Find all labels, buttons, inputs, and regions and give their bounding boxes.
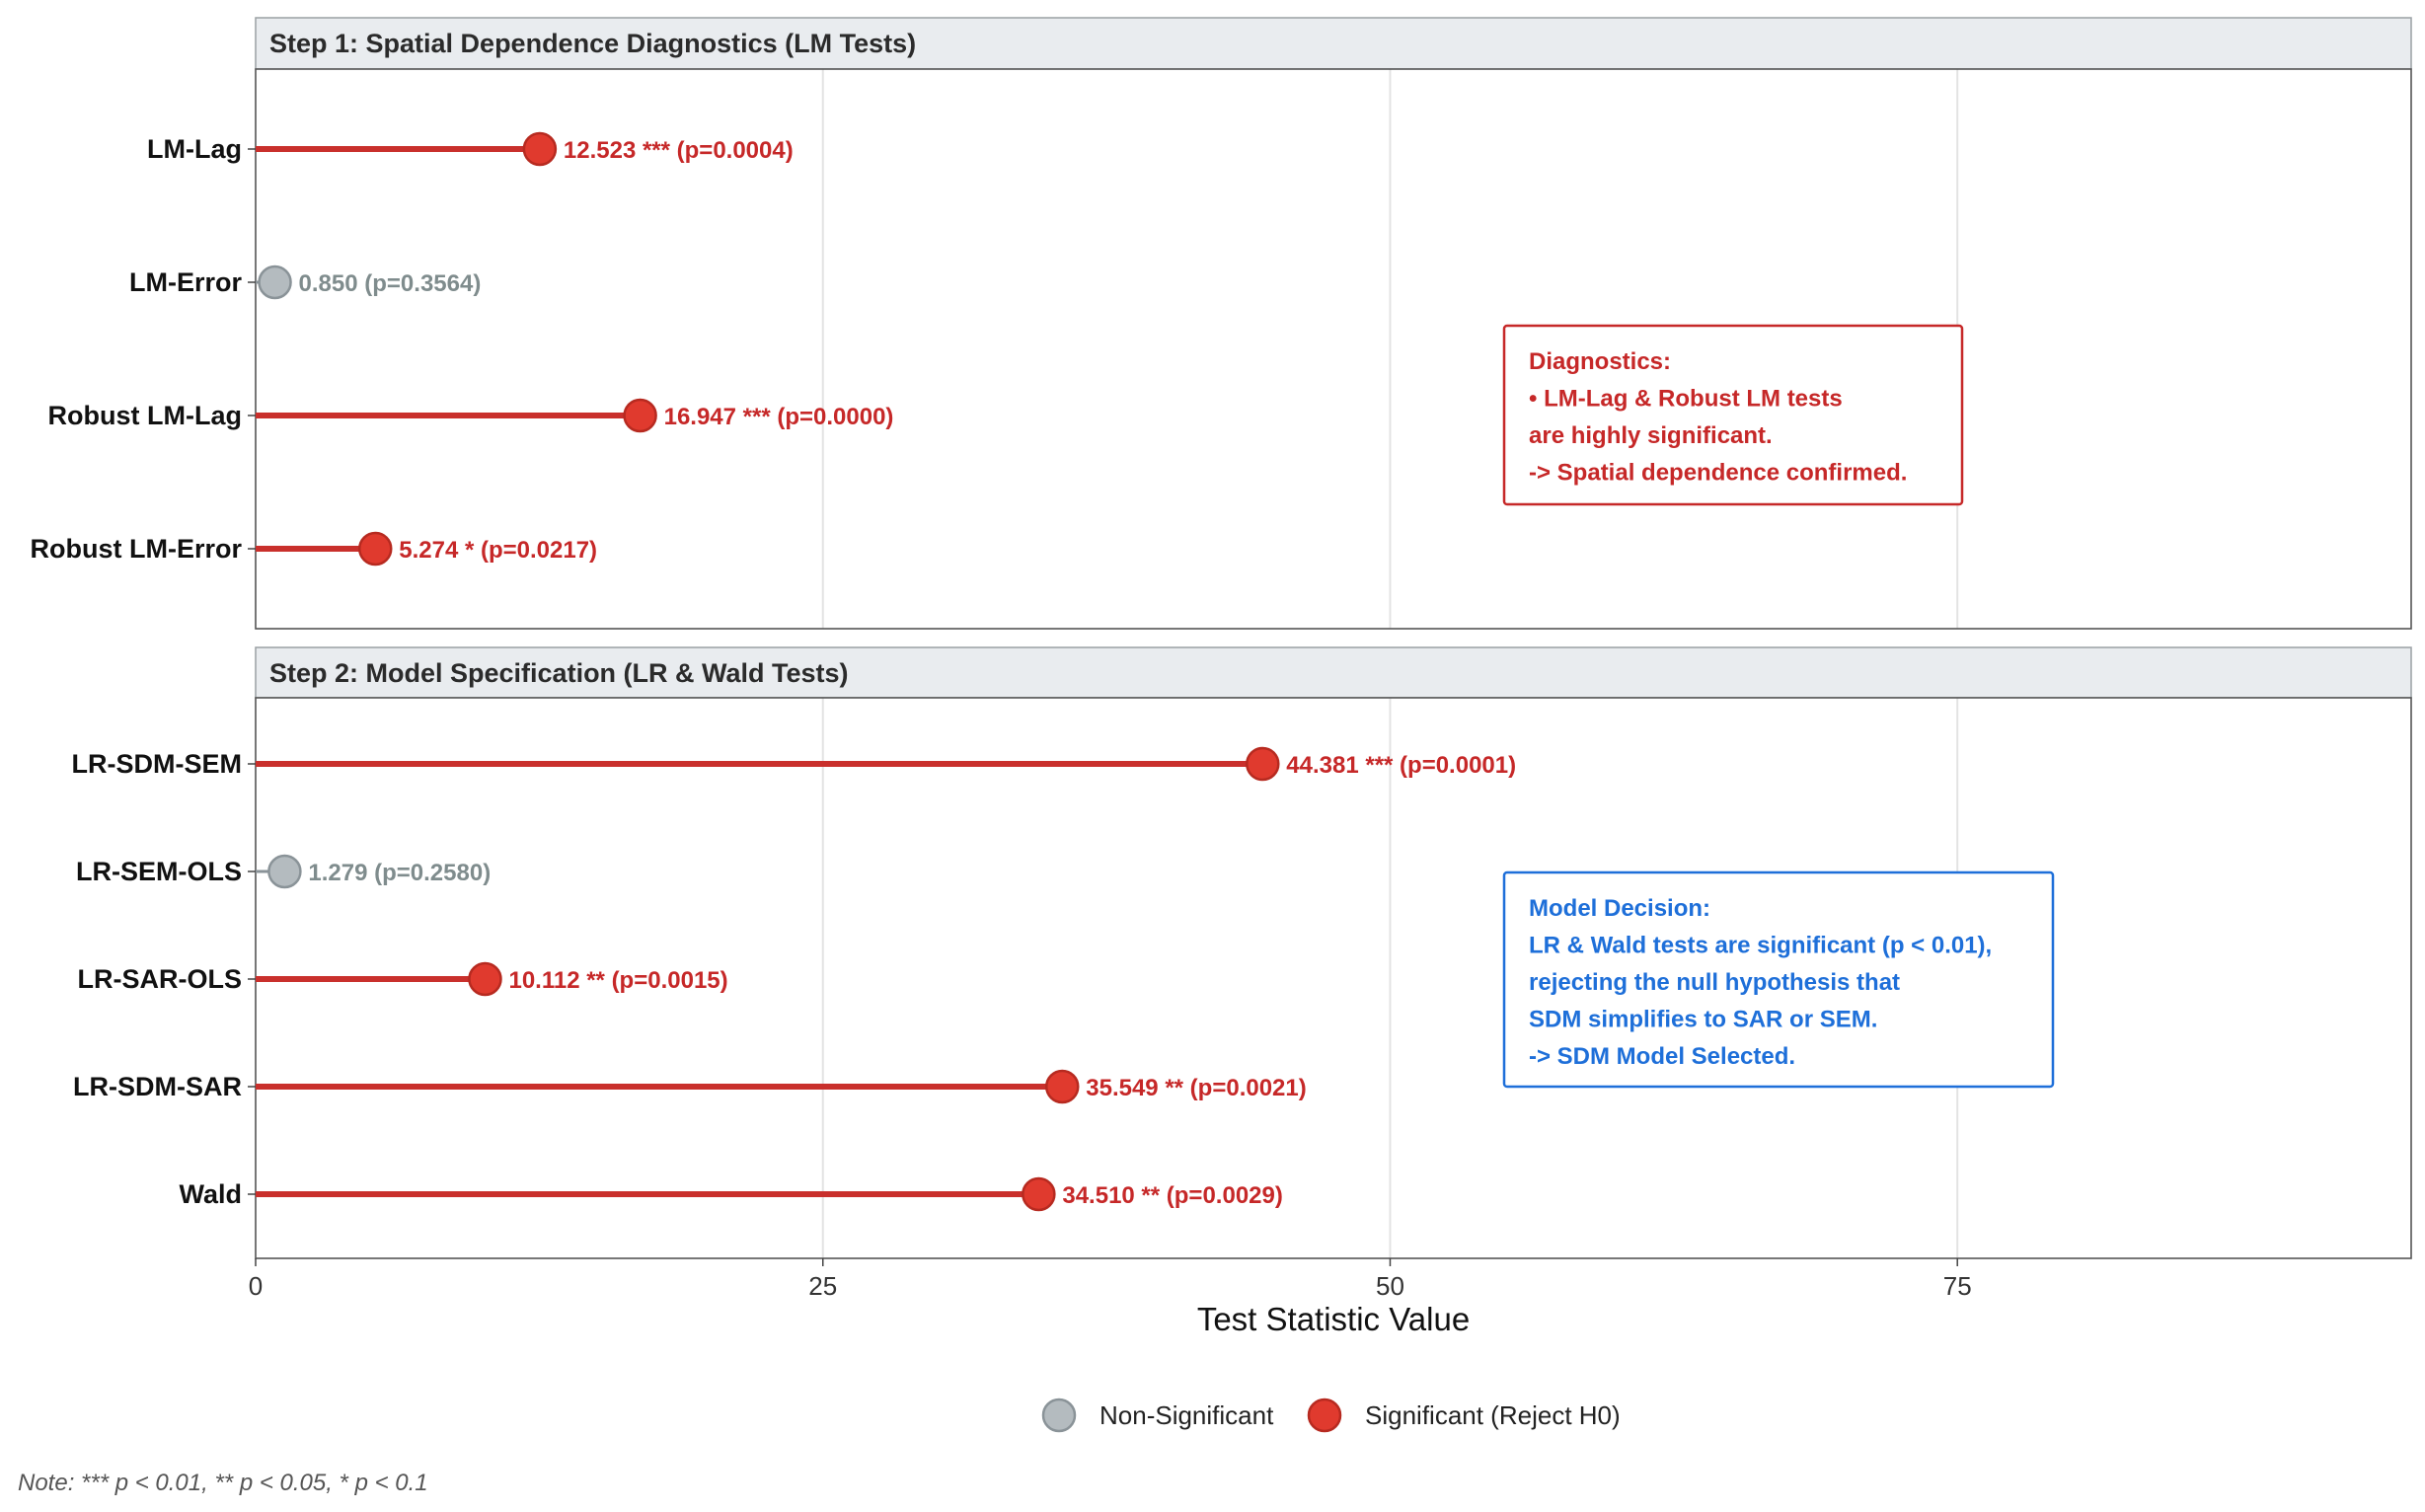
- facet-title: Step 1: Spatial Dependence Diagnostics (…: [269, 29, 916, 58]
- y-tick-label: Robust LM-Error: [31, 534, 243, 564]
- point: [1022, 1176, 1056, 1212]
- lollipop-robust-lm-lag: Robust LM-Lag 16.947 *** (p=0.0000): [48, 398, 894, 433]
- value-label: 1.279 (p=0.2580): [308, 860, 491, 886]
- lollipop-robust-lm-error: Robust LM-Error 5.274 * (p=0.0217): [31, 531, 597, 567]
- annotation-line: Diagnostics:: [1529, 348, 1671, 375]
- value-label: 16.947 *** (p=0.0000): [664, 404, 894, 430]
- legend-marker: [1307, 1398, 1342, 1433]
- x-axis-title: Test Statistic Value: [1197, 1301, 1470, 1337]
- legend: Non-Significant Significant (Reject H0): [1041, 1398, 1621, 1433]
- value-label: 10.112 ** (p=0.0015): [508, 967, 727, 994]
- y-tick-label: LR-SDM-SAR: [73, 1072, 242, 1101]
- facet-panel-2: Step 2: Model Specification (LR & Wald T…: [72, 646, 2412, 1259]
- annotation-box: [1502, 324, 1964, 506]
- value-label: 12.523 *** (p=0.0004): [564, 137, 794, 164]
- panel-border: [255, 68, 2412, 630]
- lollipop-lm-error: LM-Error 0.850 (p=0.3564): [129, 265, 482, 300]
- diagnostics-annotation: Diagnostics: • LM-Lag & Robust LM tests ar…: [1502, 324, 1964, 506]
- legend-entry: Significant (Reject H0): [1307, 1398, 1621, 1433]
- point: [1246, 746, 1280, 782]
- y-tick-label: LR-SDM-SEM: [72, 749, 242, 779]
- lollipop-lm-lag: LM-Lag 12.523 *** (p=0.0004): [147, 131, 794, 167]
- lollipop-lr-sdm-sar: LR-SDM-SAR 35.549 ** (p=0.0021): [73, 1069, 1307, 1104]
- value-label: 35.549 ** (p=0.0021): [1086, 1075, 1307, 1101]
- point: [623, 398, 657, 433]
- point: [267, 854, 302, 889]
- value-label: 44.381 *** (p=0.0001): [1286, 752, 1516, 779]
- annotation-line: Model Decision:: [1529, 895, 1710, 922]
- facet-panel-1: Step 1: Spatial Dependence Diagnostics (…: [31, 17, 2412, 630]
- point: [468, 961, 502, 997]
- annotation-line: • LM-Lag & Robust LM tests: [1529, 386, 1843, 413]
- value-label: 5.274 * (p=0.0217): [399, 537, 597, 564]
- annotation-box: [1502, 870, 2055, 1089]
- x-axis: 0 25 50 75 Test Statistic Value: [249, 1258, 1972, 1337]
- value-label: 0.850 (p=0.3564): [299, 270, 482, 297]
- x-tick-label: 75: [1943, 1271, 1972, 1301]
- legend-entry: Non-Significant: [1041, 1398, 1274, 1433]
- x-tick-label: 25: [808, 1271, 837, 1301]
- annotation-line: -> Spatial dependence confirmed.: [1529, 460, 1907, 487]
- facet-strip: [255, 646, 2412, 699]
- x-tick-label: 0: [249, 1271, 263, 1301]
- panel-background: [256, 69, 2411, 629]
- y-tick-label: LR-SAR-OLS: [78, 964, 242, 994]
- annotation-line: are highly significant.: [1529, 422, 1773, 449]
- annotation-line: rejecting the null hypothesis that: [1529, 969, 1900, 996]
- lollipop-lr-sdm-sem: LR-SDM-SEM 44.381 *** (p=0.0001): [72, 746, 1516, 782]
- y-tick-label: LR-SEM-OLS: [76, 857, 242, 886]
- legend-marker: [1041, 1398, 1077, 1433]
- point: [357, 531, 393, 567]
- point: [1045, 1069, 1080, 1104]
- legend-label: Non-Significant: [1099, 1400, 1274, 1430]
- x-tick-label: 50: [1376, 1271, 1404, 1301]
- y-tick-label: LM-Lag: [147, 134, 242, 164]
- facet-title: Step 2: Model Specification (LR & Wald T…: [269, 658, 849, 688]
- y-tick-label: LM-Error: [129, 267, 242, 297]
- annotation-line: -> SDM Model Selected.: [1529, 1043, 1795, 1070]
- facet-strip: [255, 17, 2412, 70]
- lollipop-lr-sar-ols: LR-SAR-OLS 10.112 ** (p=0.0015): [78, 961, 728, 997]
- value-label: 34.510 ** (p=0.0029): [1062, 1182, 1283, 1209]
- annotation-line: SDM simplifies to SAR or SEM.: [1529, 1007, 1877, 1033]
- y-tick-label: Wald: [180, 1179, 243, 1209]
- lollipop-wald: Wald 34.510 ** (p=0.0029): [180, 1176, 1283, 1212]
- annotation-line: LR & Wald tests are significant (p < 0.0…: [1529, 933, 1992, 959]
- point: [258, 265, 292, 300]
- footnote: Note: *** p < 0.01, ** p < 0.05, * p < 0…: [18, 1470, 428, 1496]
- legend-label: Significant (Reject H0): [1365, 1400, 1621, 1430]
- y-tick-label: Robust LM-Lag: [48, 401, 242, 430]
- point: [522, 131, 558, 167]
- model-decision-annotation: Model Decision: LR & Wald tests are signi…: [1502, 870, 2055, 1089]
- lollipop-lr-sem-ols: LR-SEM-OLS 1.279 (p=0.2580): [76, 854, 491, 889]
